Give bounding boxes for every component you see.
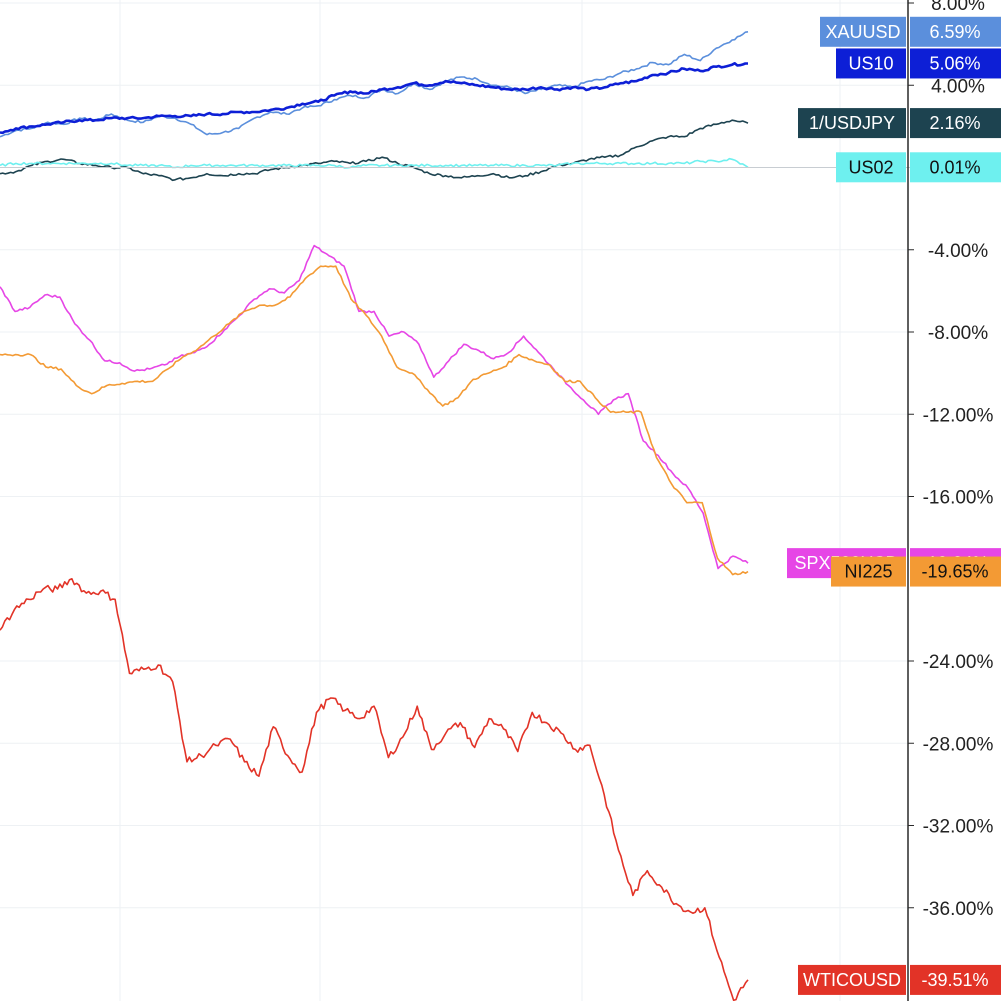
series-name-box <box>798 964 906 995</box>
series-name-text: XAUUSD <box>825 22 900 42</box>
series-label-us10: US10 5.06% <box>836 48 1001 79</box>
series-line-xauusd <box>0 31 749 138</box>
series-name-box <box>831 556 906 587</box>
y-tick-label: 8.00% <box>931 0 985 15</box>
series-value-text: -19.65% <box>921 562 988 582</box>
series-name-box <box>820 16 906 47</box>
series-value-text: -39.51% <box>921 970 988 990</box>
series-name-text: US02 <box>848 157 893 177</box>
series-value-box <box>910 152 1001 183</box>
grid-layer <box>0 0 908 1001</box>
series-value-box <box>910 556 1001 587</box>
series-last-value-labels: XAUUSD 6.59% US10 5.06% 1/USDJPY 2.16% US02 0.0… <box>787 16 1001 995</box>
series-name-text: US10 <box>848 53 893 73</box>
series-line-us10 <box>0 62 748 135</box>
price-axis-ticks: 8.00% 4.00% -4.00% -8.00% -12.00% -16.00% -24.… <box>908 0 993 920</box>
series-label-wticousd: WTICOUSD -39.51% <box>798 964 1001 995</box>
series-line-spx500usd <box>0 244 749 570</box>
series-value-text: 5.06% <box>929 53 980 73</box>
y-tick-label: -16.00% <box>923 488 994 509</box>
series-label-xauusd: XAUUSD 6.59% <box>820 16 1001 47</box>
y-tick-label: -28.00% <box>923 734 994 755</box>
series-value-text: 2.16% <box>929 113 980 133</box>
series-value-text: 6.59% <box>929 22 980 42</box>
series-value-box <box>910 964 1001 995</box>
series-value-box <box>910 108 1001 139</box>
y-tick-label: -24.00% <box>923 652 994 673</box>
y-tick-label: 4.00% <box>931 76 985 97</box>
series-name-box <box>798 108 906 139</box>
series-name-text: 1/USDJPY <box>809 113 895 133</box>
series-value-box <box>910 16 1001 47</box>
series-value-text: 0.01% <box>929 157 980 177</box>
series-layer <box>0 31 749 1001</box>
y-tick-label: -32.00% <box>923 817 994 838</box>
series-name-box <box>836 152 906 183</box>
y-tick-label: -36.00% <box>923 899 994 920</box>
y-tick-label: -12.00% <box>923 405 994 426</box>
series-label-ni225: NI225 -19.65% <box>831 556 1001 587</box>
series-line-us02 <box>0 157 749 169</box>
series-line-1-usdjpy <box>0 119 749 182</box>
series-label-us02: US02 0.01% <box>836 152 1001 183</box>
y-tick-label: -4.00% <box>928 241 988 262</box>
series-line-ni225 <box>0 265 749 576</box>
series-name-text: NI225 <box>844 562 892 582</box>
y-tick-label: -8.00% <box>928 323 988 344</box>
series-label-1-usdjpy: 1/USDJPY 2.16% <box>798 108 1001 139</box>
series-name-box <box>836 48 906 79</box>
series-value-box <box>910 48 1001 79</box>
series-line-wticousd <box>0 578 749 1001</box>
series-name-text: WTICOUSD <box>803 970 901 990</box>
